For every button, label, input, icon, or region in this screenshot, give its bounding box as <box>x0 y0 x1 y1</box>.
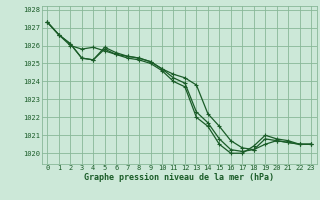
X-axis label: Graphe pression niveau de la mer (hPa): Graphe pression niveau de la mer (hPa) <box>84 173 274 182</box>
